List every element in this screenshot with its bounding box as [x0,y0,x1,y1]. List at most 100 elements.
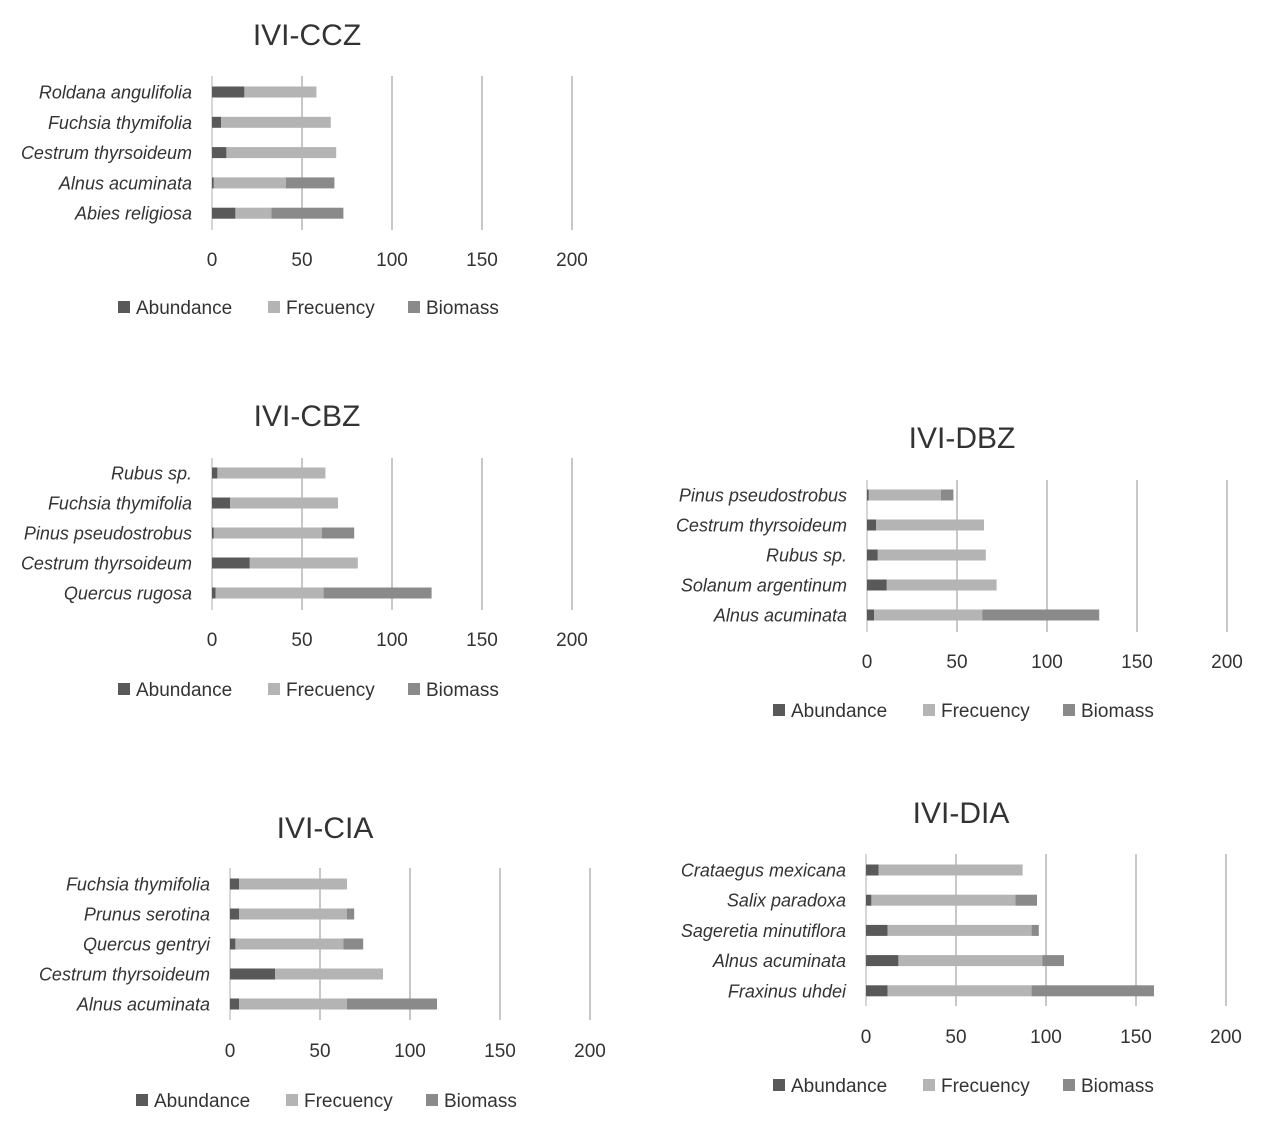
chart-cia: IVI-CIA 0 50 100 150 200 Fuchsia thymifolia Pru… [39,812,606,1112]
bar-abundance-alnus-acuminata [212,177,214,189]
legend-label-frecuency: Frecuency [286,680,375,701]
bar-abundance-abies-religiosa [212,207,236,219]
bar-frecuency-fuchsia-thymifolia [239,878,347,890]
legend-swatch-abundance [773,704,785,716]
bar-abundance-rubus-sp [212,467,218,479]
chart-ccz: IVI-CCZ 0 50 100 150 200 Roldana angulifolia Fu… [21,19,588,319]
x-tick-label-150: 150 [466,630,498,651]
chart-title: IVI-DIA [913,797,1010,830]
bar-frecuency-cestrum-thyrsoideum [876,519,984,531]
category-label: Cestrum thyrsoideum [676,516,847,536]
category-label: Cestrum thyrsoideum [21,554,192,574]
legend-swatch-frecuency [286,1094,298,1106]
legend-label-abundance: Abundance [154,1091,250,1112]
bar-frecuency-sageretia-minutiflora [887,924,1032,936]
bar-frecuency-quercus-rugosa [215,587,324,599]
bar-abundance-sageretia-minutiflora [866,924,888,936]
category-label: Rubus sp. [111,464,192,484]
bar-biomass-alnus-acuminata [347,998,437,1010]
legend-label-frecuency: Frecuency [941,701,1030,722]
legend-label-frecuency: Frecuency [304,1091,393,1112]
x-tick-label-200: 200 [574,1041,606,1062]
bar-frecuency-solanum-argentinum [886,579,997,591]
category-label: Prunus serotina [84,905,210,925]
category-label: Quercus rugosa [64,584,192,604]
category-label: Alnus acuminata [58,173,192,193]
bar-frecuency-crataegus-mexicana [878,864,1023,876]
bar-frecuency-cestrum-thyrsoideum [275,968,383,980]
x-tick-label-200: 200 [1211,652,1243,673]
bar-biomass-quercus-gentryi [343,938,364,950]
chart-title: IVI-CCZ [253,19,361,52]
legend-swatch-biomass [1063,704,1075,716]
category-label: Crataegus mexicana [681,861,846,881]
legend-label-biomass: Biomass [444,1091,517,1112]
x-tick-label-200: 200 [1210,1027,1242,1048]
bar-abundance-solanum-argentinum [867,579,887,591]
category-label: Rubus sp. [766,546,847,566]
legend-swatch-frecuency [923,1079,935,1091]
bar-abundance-cestrum-thyrsoideum [867,519,876,531]
category-label: Alnus acuminata [713,606,847,626]
bar-frecuency-fraxinus-uhdei [887,985,1032,997]
category-label: Fuchsia thymifolia [48,113,192,133]
category-label: Quercus gentryi [83,935,211,955]
chart-title: IVI-DBZ [909,422,1016,455]
x-tick-label-200: 200 [556,250,588,271]
legend-swatch-abundance [773,1079,785,1091]
legend-label-biomass: Biomass [426,680,499,701]
category-label: Abies religiosa [74,204,192,224]
legend-label-biomass: Biomass [1081,701,1154,722]
bar-abundance-salix-paradoxa [866,894,872,906]
bar-abundance-quercus-rugosa [212,587,216,599]
category-label: Fuchsia thymifolia [48,494,192,514]
x-tick-label-100: 100 [394,1041,426,1062]
bar-biomass-pinus-pseudostrobus [940,489,954,501]
legend-swatch-frecuency [268,301,280,313]
bar-biomass-alnus-acuminata [982,609,1100,621]
category-label: Pinus pseudostrobus [679,486,847,506]
x-tick-label-100: 100 [1030,1027,1062,1048]
bar-abundance-prunus-serotina [230,908,239,920]
chart-title: IVI-CBZ [254,400,361,433]
bar-frecuency-alnus-acuminata [239,998,347,1010]
bar-biomass-pinus-pseudostrobus [321,527,355,539]
bar-frecuency-prunus-serotina [239,908,347,920]
bar-biomass-alnus-acuminata [285,177,335,189]
category-label: Cestrum thyrsoideum [39,965,210,985]
chart-cbz: IVI-CBZ 0 50 100 150 200 Rubus sp. Fuchsia thym… [21,400,588,701]
bar-abundance-cestrum-thyrsoideum [230,968,275,980]
bar-biomass-prunus-serotina [347,908,355,920]
bar-frecuency-salix-paradoxa [871,894,1016,906]
bar-abundance-alnus-acuminata [867,609,875,621]
legend-swatch-biomass [408,301,420,313]
legend-swatch-abundance [136,1094,148,1106]
bar-frecuency-pinus-pseudostrobus [868,489,941,501]
bar-frecuency-roldana-angulifolia [244,86,317,98]
legend-swatch-biomass [1063,1079,1075,1091]
bar-abundance-quercus-gentryi [230,938,236,950]
legend-label-biomass: Biomass [426,298,499,319]
x-tick-label-100: 100 [376,630,408,651]
bar-abundance-fuchsia-thymifolia [230,878,239,890]
bar-frecuency-fuchsia-thymifolia [230,497,338,509]
x-tick-label-0: 0 [225,1041,236,1062]
category-label: Alnus acuminata [712,951,846,971]
category-label: Fuchsia thymifolia [66,875,210,895]
legend-label-frecuency: Frecuency [941,1076,1030,1097]
x-tick-label-200: 200 [556,630,588,651]
x-tick-label-50: 50 [309,1041,330,1062]
bar-frecuency-alnus-acuminata [213,177,286,189]
legend-label-abundance: Abundance [136,680,232,701]
legend-swatch-biomass [408,683,420,695]
category-label: Solanum argentinum [681,576,847,596]
bar-abundance-crataegus-mexicana [866,864,879,876]
bar-abundance-pinus-pseudostrobus [867,489,869,501]
bar-frecuency-abies-religiosa [235,207,272,219]
bar-abundance-alnus-acuminata [866,955,899,967]
bar-abundance-fuchsia-thymifolia [212,116,221,128]
legend-label-abundance: Abundance [791,1076,887,1097]
x-tick-label-50: 50 [291,630,312,651]
x-tick-label-0: 0 [861,1027,872,1048]
x-tick-label-150: 150 [1120,1027,1152,1048]
